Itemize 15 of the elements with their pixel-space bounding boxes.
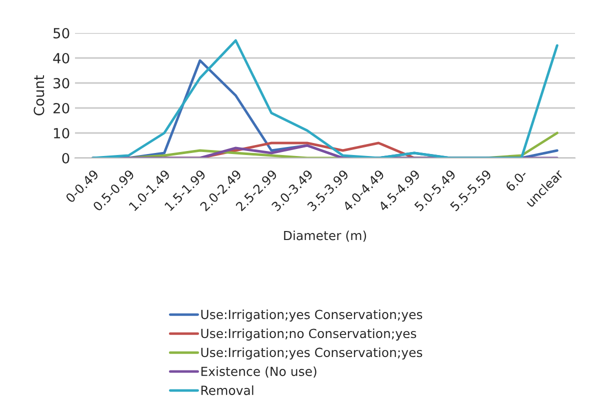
y-tick-label: 30 (54, 78, 70, 88)
x-tick-label: 6.0- (504, 169, 528, 192)
legend-label: Use:Irrigation;no Conservation;yes (201, 328, 416, 341)
y-tick-label: 20 (53, 102, 70, 114)
y-tick-label: 40 (53, 52, 70, 64)
line-series (92, 39, 558, 158)
y-tick-label: 0 (62, 152, 70, 164)
legend-label: Removal (201, 385, 254, 396)
legend-label: Use:Irrigation;yes Conservation;yes (201, 310, 422, 322)
x-axis-title: Diameter (m) (284, 230, 366, 242)
y-tick-label: 50 (54, 28, 70, 38)
y-tick-label: 10 (54, 128, 70, 138)
legend-label: Existence (No use) (201, 366, 316, 378)
legend-label: Use:Irrigation;yes Conservation;yes (201, 347, 422, 360)
y-axis-title: Count (34, 75, 44, 116)
